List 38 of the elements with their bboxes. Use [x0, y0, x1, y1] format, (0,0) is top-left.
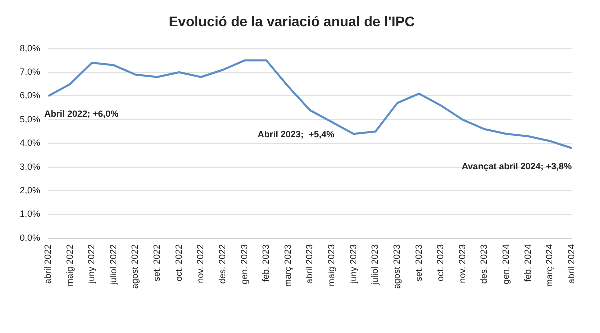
y-tick-label: 3,0%: [20, 162, 41, 172]
annotation: Abril 2023; +5,4%: [258, 129, 335, 140]
y-tick-label: 6,0%: [20, 90, 41, 101]
y-tick-label: 2,0%: [20, 186, 41, 196]
x-tick-label: des. 2022: [217, 244, 228, 284]
x-tick-label: oct. 2022: [174, 244, 184, 282]
y-tick-label: 4,0%: [20, 138, 41, 148]
x-tick-label: gen. 2023: [239, 244, 250, 285]
annotation: Avançat abril 2024; +3,8%: [462, 161, 572, 172]
chart-title: Evolució de la variació anual de l'IPC: [168, 13, 416, 30]
x-tick-label: des. 2023: [479, 244, 490, 284]
x-tick-label: feb. 2024: [522, 244, 533, 282]
x-tick-label: set. 2023: [414, 244, 424, 282]
x-tick-label: nov. 2022: [196, 244, 206, 284]
x-tick-label: oct. 2023: [436, 244, 446, 282]
y-tick-label: 1,0%: [20, 209, 41, 220]
x-tick-label: set. 2022: [152, 244, 162, 282]
x-tick-label: juliol 2022: [108, 244, 118, 286]
x-tick-label: maig 2023: [326, 244, 337, 286]
x-tick-label: maig 2022: [64, 244, 75, 286]
x-tick-label: juny 2022: [86, 244, 97, 285]
x-tick-label: abril 2023: [304, 244, 315, 284]
y-tick-label: 7,0%: [20, 66, 41, 77]
y-tick-label: 5,0%: [20, 114, 41, 124]
x-tick-label: abril 2024: [566, 244, 576, 284]
y-tick-label: 0,0%: [20, 232, 41, 243]
x-tick-label: agost 2022: [130, 244, 140, 290]
y-tick-label: 8,0%: [20, 43, 41, 54]
annotation: Abril 2022; +6,0%: [44, 109, 119, 120]
x-tick-label: juny 2023: [348, 244, 358, 285]
x-tick-label: març 2024: [544, 244, 555, 287]
x-tick-label: nov. 2023: [457, 244, 468, 284]
x-tick-label: feb. 2023: [261, 244, 272, 282]
x-tick-label: març 2023: [282, 244, 293, 287]
x-tick-label: abril 2022: [43, 244, 53, 284]
x-tick-label: juliol 2023: [370, 244, 380, 286]
x-tick-label: gen. 2024: [501, 244, 512, 285]
x-tick-label: agost 2023: [392, 244, 402, 290]
